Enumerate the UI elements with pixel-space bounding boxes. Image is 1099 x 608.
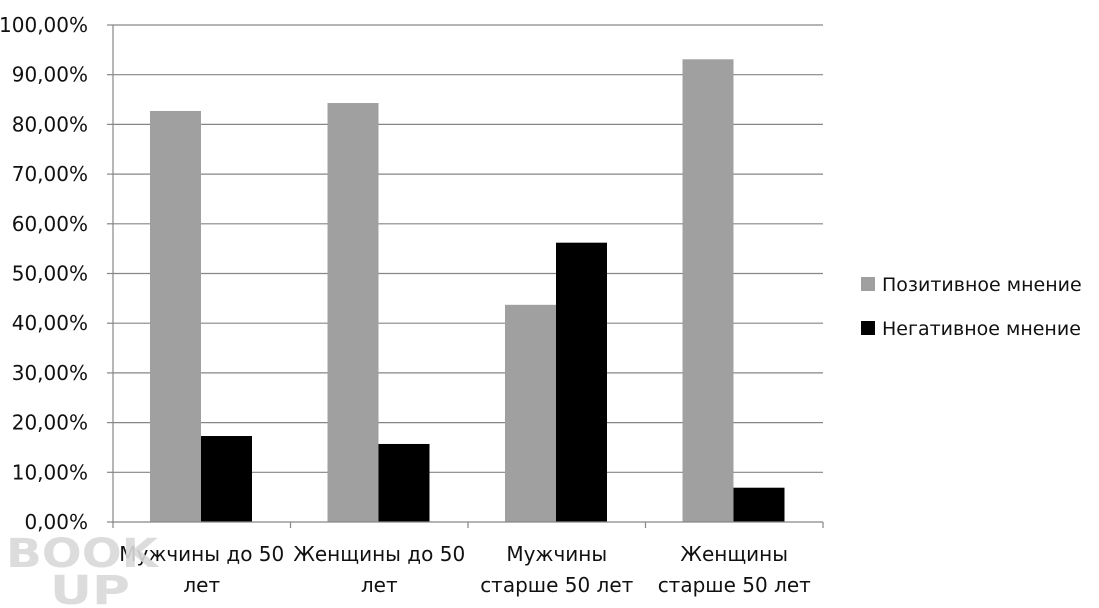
bars	[150, 59, 785, 523]
bar-negative	[378, 443, 430, 522]
y-tick-label: 30,00%	[12, 361, 88, 385]
bar-positive	[682, 59, 734, 522]
watermark-line1: BOOK	[6, 531, 160, 577]
legend-swatch	[861, 277, 875, 291]
bar-negative	[201, 436, 252, 522]
bar-negative	[556, 242, 607, 522]
x-tick-label: Мужчины	[506, 542, 607, 566]
watermark-logo: BOOK UP	[6, 531, 160, 608]
y-tick-label: 60,00%	[12, 212, 88, 236]
watermark-line2: UP	[50, 568, 130, 608]
legend-label: Негативное мнение	[882, 318, 1081, 340]
x-tick-label: Женщины	[680, 542, 788, 566]
y-tick-label: 40,00%	[12, 311, 88, 335]
x-tick-label: лет	[361, 573, 398, 597]
y-tick-label: 70,00%	[12, 162, 88, 186]
x-tick-label: Женщины до 50	[293, 542, 465, 566]
y-tick-label: 10,00%	[12, 460, 88, 484]
legend-label: Позитивное мнение	[882, 274, 1082, 296]
x-tick-label: старше 50 лет	[480, 573, 633, 597]
y-tick-label: 90,00%	[12, 63, 88, 87]
y-tick-label: 20,00%	[12, 411, 88, 435]
y-tick-label: 80,00%	[12, 112, 88, 136]
y-tick-label: 100,00%	[0, 13, 88, 37]
axes	[112, 25, 824, 528]
bar-negative	[733, 487, 785, 522]
bar-positive	[505, 304, 556, 522]
x-tick-label: старше 50 лет	[658, 573, 811, 597]
y-tick-label: 0,00%	[24, 510, 88, 534]
bar-positive	[327, 103, 379, 523]
legend: Позитивное мнение Негативное мнение	[861, 274, 1082, 340]
bar-positive	[150, 110, 201, 522]
gridlines	[113, 24, 823, 473]
y-tick-label: 50,00%	[12, 262, 88, 286]
x-axis-labels: Мужчины до 50 лет Женщины до 50 лет Мужчины с…	[119, 542, 811, 597]
legend-swatch	[861, 321, 875, 335]
x-tick-label: Мужчины до 50	[119, 542, 284, 566]
x-tick-label: лет	[183, 573, 220, 597]
y-axis-ticks: 0,00% 10,00% 20,00% 30,00% 40,00% 50,00% 60,00…	[0, 13, 113, 534]
